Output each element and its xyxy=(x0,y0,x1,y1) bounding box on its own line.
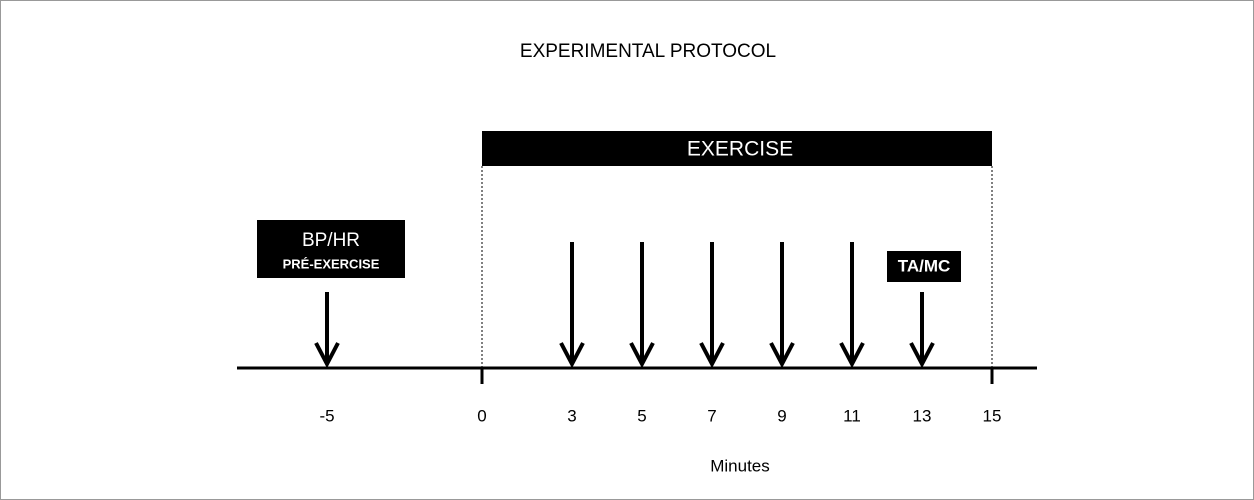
arrow-head xyxy=(699,342,725,369)
arrow-head xyxy=(629,342,655,369)
tick-label: 5 xyxy=(637,406,646,425)
tick-label: 3 xyxy=(567,406,576,425)
exercise-bar xyxy=(482,131,992,166)
arrow-head xyxy=(769,342,795,369)
tick-label: 11 xyxy=(843,406,861,425)
tick-label: 13 xyxy=(913,406,932,425)
pre-exercise-box xyxy=(257,220,405,278)
arrow-head xyxy=(839,342,865,369)
pre-exercise-line1: BP/HR xyxy=(302,230,360,251)
arrow-head xyxy=(314,342,340,369)
title: EXPERIMENTAL PROTOCOL xyxy=(520,41,776,62)
final-box-label: TA/MC xyxy=(898,256,951,275)
tick-label: 9 xyxy=(777,406,786,425)
final-box xyxy=(887,251,961,282)
tick-label: 7 xyxy=(707,406,716,425)
arrow-head xyxy=(909,342,935,369)
tick-label: 0 xyxy=(477,406,486,425)
arrow-head xyxy=(559,342,585,369)
axis-label: Minutes xyxy=(710,456,770,475)
tick-label: -5 xyxy=(319,406,334,425)
exercise-label: EXERCISE xyxy=(687,138,793,161)
tick-label: 15 xyxy=(983,406,1002,425)
pre-exercise-line2: PRÉ-EXERCISE xyxy=(283,256,380,271)
